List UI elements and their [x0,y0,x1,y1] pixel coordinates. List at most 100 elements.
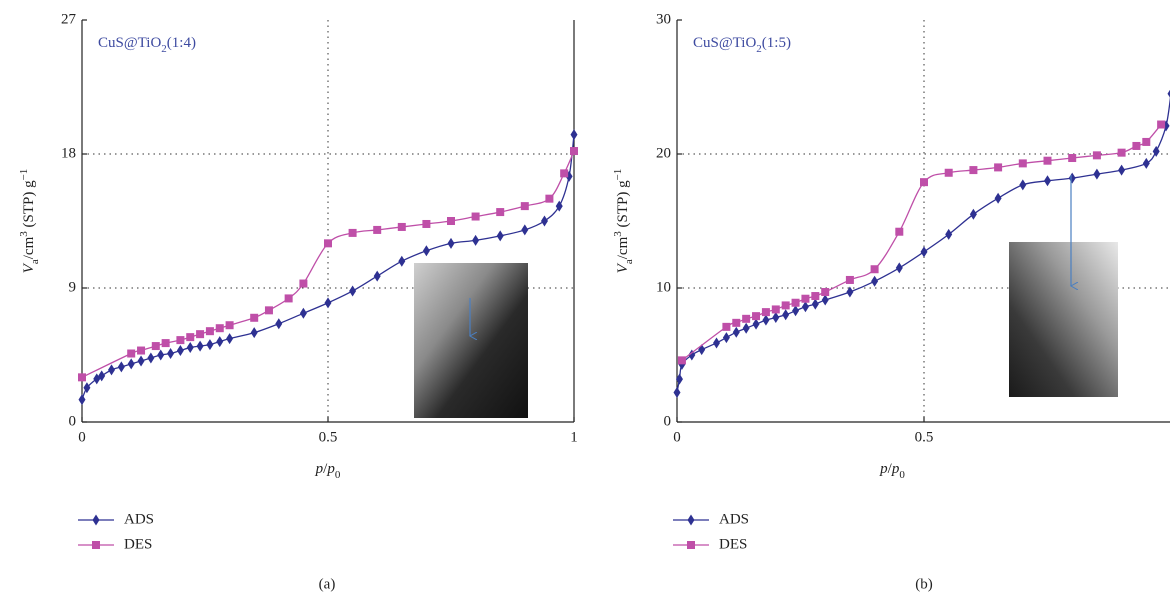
data-point [250,313,259,322]
x-tick-label: 0 [78,429,86,445]
data-point [127,358,135,370]
data-point [722,332,730,344]
data-point [176,336,185,345]
data-point [742,314,751,323]
y-tick-label: 0 [69,413,77,429]
data-point [117,361,125,373]
data-point [137,355,145,367]
data-point [147,352,155,364]
data-point [373,270,381,282]
label-part: CuS@TiO [98,35,161,51]
data-point [205,327,214,336]
data-point [447,237,455,249]
caption: (b) [915,576,933,592]
data-point [920,246,928,258]
data-point [471,212,480,221]
label-part: 3 [18,231,30,237]
data-point [1043,156,1052,165]
data-point [373,225,382,234]
data-point [969,208,977,220]
data-point [275,318,283,330]
x-axis-title: p/p0 [315,461,341,480]
caption: (a) [319,576,336,592]
data-point [176,345,184,357]
data-point [781,301,790,310]
label-part: / [323,461,328,477]
data-point [348,228,357,237]
data-point [811,292,820,301]
data-point [83,382,91,394]
label-part: (1:4) [167,35,196,51]
data-point [520,202,529,211]
data-point [555,200,563,212]
label-part: (1:5) [762,35,791,51]
data-point [792,305,800,317]
data-point [186,342,194,354]
label-part: V [21,262,37,273]
label-part: V [615,262,631,273]
data-point [772,311,780,323]
data-point [161,339,170,348]
data-point [167,348,175,360]
label-part: p [326,461,335,477]
label-part: (STP) g [615,180,631,231]
label-part: CuS@TiO [693,35,756,51]
data-point [801,301,809,313]
data-point [1019,179,1027,191]
label-part: 0 [335,469,341,481]
y-tick-label: 9 [69,279,77,295]
data-point [762,314,770,326]
data-point [732,326,740,338]
data-point [447,217,455,225]
annotation: CuS@TiO2(1:4) [98,35,196,54]
data-point [570,129,578,141]
data-point [196,340,204,352]
data-point [1068,154,1077,163]
legend-marker [92,514,100,526]
x-tick-label: 1 [570,429,578,445]
label-part: −1 [18,169,30,181]
data-point [215,324,224,333]
y-tick-label: 0 [664,413,672,429]
label-part: 2 [756,43,762,55]
data-point [545,194,554,203]
legend-label: ADS [124,511,154,527]
data-point [791,298,800,307]
data-point [299,307,307,319]
data-point [560,169,569,178]
y-tick-label: 18 [61,145,76,161]
data-point [137,346,146,355]
data-point [324,297,332,309]
tem-inset [1009,242,1118,397]
label-part: / [888,461,893,477]
label-part: 3 [612,231,624,237]
y-tick-label: 10 [656,279,671,295]
data-point [496,230,504,242]
data-point [422,245,430,257]
data-point [151,342,160,351]
data-point [1044,175,1051,187]
data-point [782,309,790,321]
x-tick-label: 0.5 [319,429,338,445]
label-part: p [315,461,324,477]
label-part: a [623,259,635,264]
data-point [673,387,681,399]
data-point [1152,145,1160,157]
data-point [945,228,953,240]
annotation: CuS@TiO2(1:5) [693,35,791,54]
data-point [677,356,686,365]
y-tick-label: 20 [656,145,671,161]
data-point [811,298,819,310]
data-point [127,349,136,358]
data-point [1167,89,1170,98]
label-part: p [879,461,888,477]
data-point [732,318,741,327]
data-point [920,178,928,187]
tem-inset [414,263,528,418]
data-point [1118,164,1126,176]
data-point [994,192,1002,204]
data-point [1132,141,1141,150]
data-point [225,321,234,330]
data-point [284,294,293,303]
data-point [264,306,273,315]
